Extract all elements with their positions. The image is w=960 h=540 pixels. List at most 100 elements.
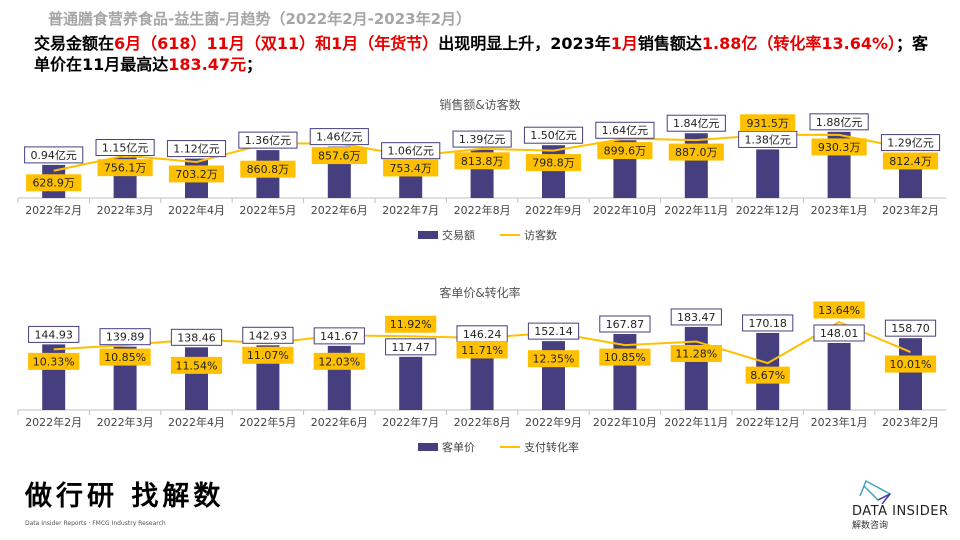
data-insider-logo-icon [859,479,892,504]
summary-text: 交易金额在6月（618）11月（双11）和1月（年货节）出现明显上升，2023年… [34,33,944,75]
bar-label-box [99,328,151,346]
bar-label: 1.46亿元 [316,131,363,144]
bar-label-box [666,114,726,132]
bar-label-box [813,324,865,342]
bar-label: 183.47 [677,311,716,324]
line-label: 812.4万 [889,155,932,168]
bar-label-box [452,130,512,148]
bar-label-box [313,327,365,345]
bar-label: 144.93 [34,328,73,341]
bar-label-box [95,139,155,157]
line-label-box [240,160,296,178]
bar-label-box [742,314,794,332]
legend-line-label: 支付转化率 [524,440,579,454]
bar-label: 1.36亿元 [245,134,292,147]
bar [756,149,780,198]
x-tick-label: 2022年11月 [664,415,728,429]
bar-label-box [238,131,298,149]
line-label: 703.2万 [175,168,218,181]
x-tick-label: 2022年4月 [168,203,225,217]
line-label-box [383,159,439,177]
x-tick-label: 2023年2月 [882,415,939,429]
line-label-box [599,348,651,366]
bar-label: 1.84亿元 [673,117,720,130]
x-tick-label: 2022年5月 [239,415,296,429]
bar-label-box [381,142,441,160]
legend-bar-swatch [418,231,438,239]
bar [684,133,708,198]
line-label: 11.28% [675,347,717,360]
line-label: 11.71% [461,344,503,357]
line-label-box [311,147,367,165]
summary-part: 1.88亿（转化率13.64%） [701,34,897,53]
line-label: 931.5万 [746,117,789,130]
line-label: 11.07% [247,349,289,362]
legend-bar-swatch [418,443,438,451]
line-label-box [525,154,582,172]
line-label-box [597,142,653,160]
logo-text: DATA INSIDER [852,504,949,519]
x-tick-label: 2022年3月 [97,203,154,217]
x-tick-label: 2022年5月 [239,203,296,217]
bar-label: 1.50亿元 [530,129,577,142]
line-label-box [811,138,867,156]
line-label: 11.92% [390,318,432,331]
bar-label-box [884,319,937,337]
brand-subtitle: Data Insider Reports · FMCG Industry Res… [25,520,166,527]
bar-label: 117.47 [391,341,430,354]
legend-line-label: 访客数 [524,228,557,242]
aov-conversion-chart: 客单价&转化率 2022年2月 2022年3月 2022年4月 2022年5月 2022年… [17,285,947,454]
summary-part: ； [246,55,263,74]
bar-label: 0.94亿元 [30,149,77,162]
x-tick-label: 2022年10月 [593,203,657,217]
line-label: 10.85% [604,351,646,364]
line-label-box [385,315,437,333]
legend-bar-label: 客单价 [442,440,475,454]
line-label-box [456,341,508,359]
line-label-box [884,355,937,373]
bar-label-box [309,128,369,146]
bar-label: 1.06亿元 [387,145,434,158]
bar-label-box [527,322,580,340]
summary-part: 6月（618）11月（双11）和1月（年货节） [114,34,439,53]
line-label-box [28,352,80,370]
line-label-box [745,366,790,384]
x-tick-label: 2022年2月 [25,415,82,429]
line-label-box [670,345,722,363]
line-label: 860.8万 [247,163,290,176]
line-label-box [99,348,151,366]
bar-label: 1.15亿元 [102,141,149,154]
bar-label-box [385,338,437,356]
bar-label: 152.14 [534,325,573,338]
x-tick-label: 2022年8月 [454,203,511,217]
bar-label: 158.70 [891,322,930,335]
bar-label: 1.39亿元 [459,133,506,146]
bar-label: 170.18 [748,317,787,330]
logo-cn: 解数咨询 [852,521,889,531]
bar-label-box [670,308,722,326]
bar-label-box [166,140,227,158]
chart-title: 销售额&访客数 [439,97,520,112]
line-label: 899.6万 [604,145,647,158]
line-label-box [170,356,223,374]
line-label: 857.6万 [318,150,361,163]
bar-label: 1.88亿元 [816,116,863,129]
bar-label: 142.93 [249,329,288,342]
line-label-box [813,301,865,319]
line-label: 13.64% [818,304,860,317]
summary-part: 出现明显上升，2023年 [438,34,611,53]
x-tick-label: 2023年1月 [811,203,868,217]
bar-label-box [28,325,80,343]
line-label: 12.03% [318,355,360,368]
line-label: 10.01% [890,358,932,371]
x-tick-label: 2022年10月 [593,415,657,429]
line-label: 10.85% [104,351,146,364]
line-label-box [242,346,294,364]
bar-label: 167.87 [606,318,645,331]
line-label: 813.8万 [461,155,504,168]
line-label: 930.3万 [818,141,861,154]
summary-part: ；客单价在11月最高达 [34,34,929,74]
bar-label: 148.01 [820,327,859,340]
line-label: 798.8万 [532,157,575,170]
x-tick-label: 2023年2月 [882,203,939,217]
